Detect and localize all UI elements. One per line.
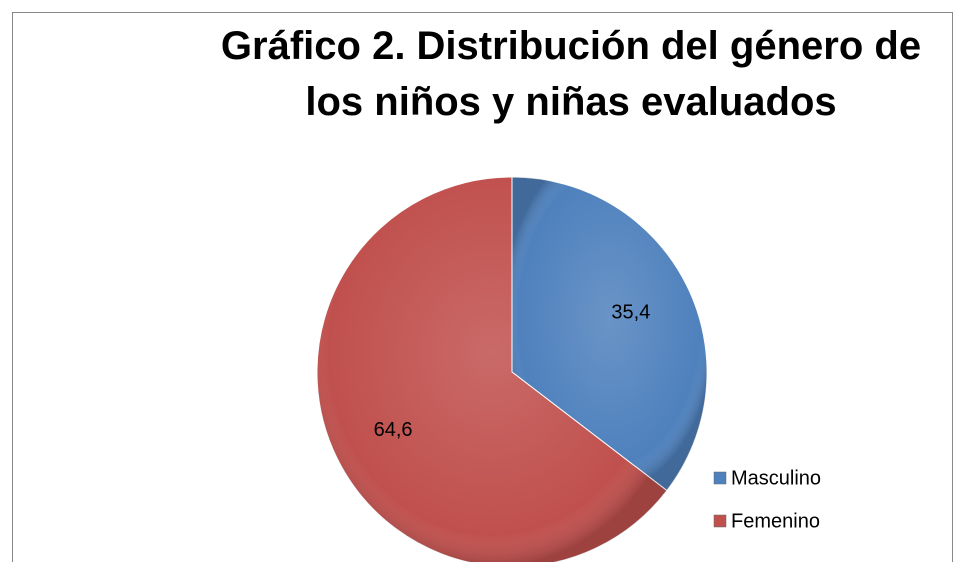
data-label: 35,4 [611,302,650,324]
slice-shade [512,177,707,491]
legend-label: Masculino [731,467,821,489]
chart-border [12,12,953,562]
legend-swatch [713,471,727,485]
data-label: 64,6 [374,419,413,441]
legend-label: Femenino [731,510,820,532]
legend-swatch [713,514,727,528]
slice-shade [317,177,667,562]
chart-title: Gráfico 2. Distribución del género de lo… [220,24,922,124]
